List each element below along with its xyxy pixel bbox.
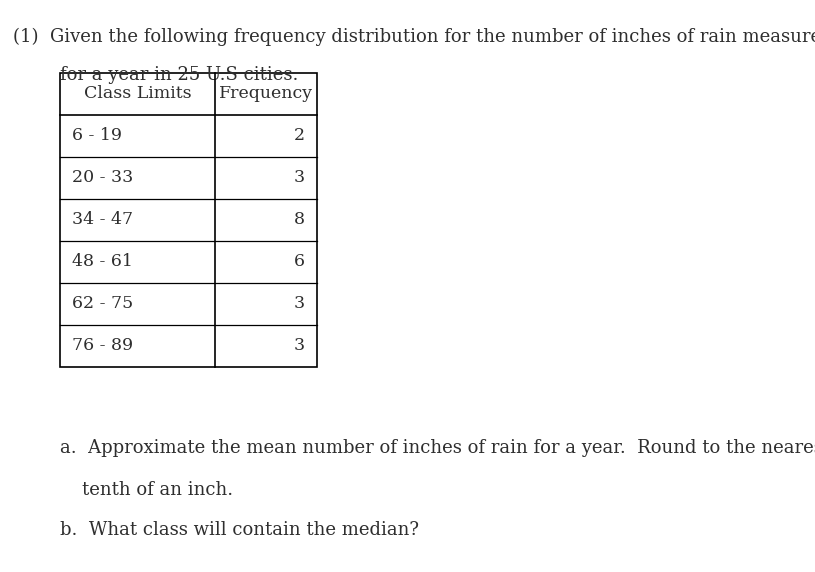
Text: a.  Approximate the mean number of inches of rain for a year.  Round to the near: a. Approximate the mean number of inches… (60, 439, 815, 457)
Text: 3: 3 (294, 337, 305, 355)
Text: 6 - 19: 6 - 19 (72, 128, 122, 145)
Text: for a year in 25 U.S cities.: for a year in 25 U.S cities. (60, 66, 298, 84)
Text: b.  What class will contain the median?: b. What class will contain the median? (60, 521, 419, 539)
Text: 3: 3 (294, 169, 305, 186)
Text: 76 - 89: 76 - 89 (72, 337, 133, 355)
Text: tenth of an inch.: tenth of an inch. (82, 481, 233, 499)
Text: Class Limits: Class Limits (84, 85, 192, 102)
Text: 3: 3 (294, 296, 305, 312)
Bar (60, 73, 317, 367)
Text: 34 - 47: 34 - 47 (72, 212, 133, 228)
Text: Frequency: Frequency (219, 85, 313, 102)
Text: 8: 8 (294, 212, 305, 228)
Text: 20 - 33: 20 - 33 (72, 169, 133, 186)
Text: 6: 6 (294, 253, 305, 271)
Text: 62 - 75: 62 - 75 (72, 296, 133, 312)
Text: (1)  Given the following frequency distribution for the number of inches of rain: (1) Given the following frequency distri… (13, 28, 815, 46)
Text: 48 - 61: 48 - 61 (72, 253, 133, 271)
Text: 2: 2 (294, 128, 305, 145)
